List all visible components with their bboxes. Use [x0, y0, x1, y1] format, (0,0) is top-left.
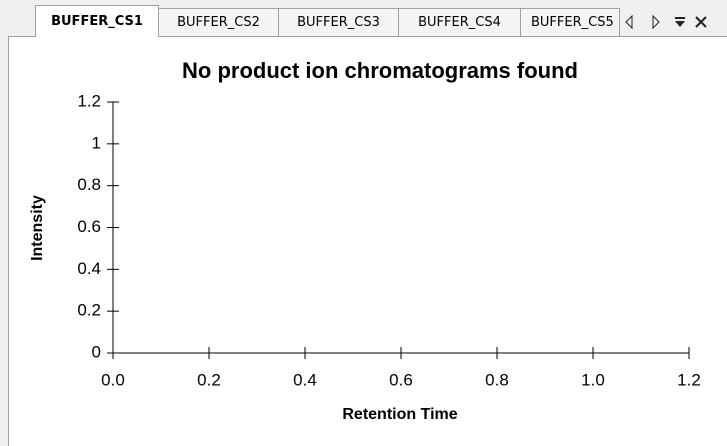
y-tick-label: 0.6 — [77, 217, 101, 236]
y-tick-label: 1.2 — [77, 91, 101, 110]
scroll-right[interactable] — [652, 14, 660, 30]
y-tick-label: 0.4 — [77, 259, 101, 278]
x-tick-label: 0.4 — [293, 370, 317, 389]
chart-title: No product ion chromatograms found — [182, 58, 578, 83]
dropdown[interactable] — [675, 17, 685, 27]
tab[interactable]: BUFFER_CS1 — [35, 5, 159, 37]
y-tick-label: 0.2 — [77, 301, 101, 320]
x-tick-label: 0.8 — [485, 370, 509, 389]
y-tick-label: 1 — [92, 133, 101, 152]
x-tick-label: 0.2 — [197, 370, 221, 389]
tab[interactable]: BUFFER_CS2 — [158, 8, 279, 36]
tab[interactable]: BUFFER_CS4 — [398, 8, 521, 36]
close[interactable] — [695, 16, 707, 28]
y-axis-label: Intensity — [29, 195, 46, 261]
x-tick-label: 1.0 — [581, 370, 605, 389]
scroll-left[interactable] — [625, 14, 633, 30]
x-tick-label: 1.2 — [677, 370, 701, 389]
y-tick-label: 0 — [92, 342, 101, 361]
x-axis-label: Retention Time — [342, 406, 457, 423]
x-tick-label: 0.0 — [101, 370, 125, 389]
y-tick-label: 0.8 — [77, 175, 101, 194]
tab[interactable]: BUFFER_CS3 — [278, 8, 399, 36]
tab[interactable]: BUFFER_CS5 — [520, 8, 620, 36]
tab-nav — [625, 14, 707, 30]
x-tick-label: 0.6 — [389, 370, 413, 389]
panel — [8, 36, 727, 446]
